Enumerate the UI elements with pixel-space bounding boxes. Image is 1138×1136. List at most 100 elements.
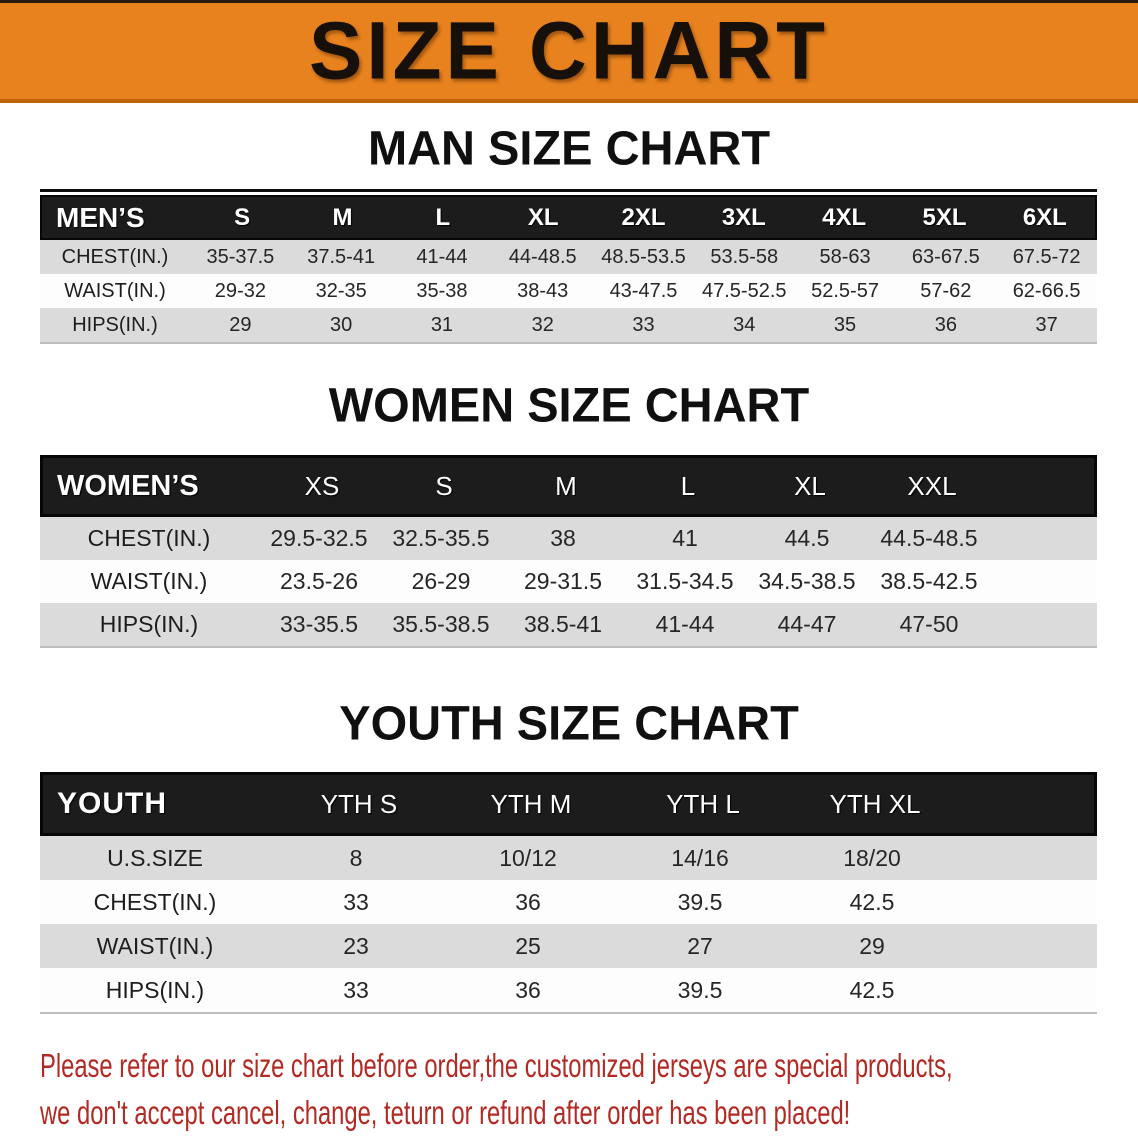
banner-title: SIZE CHART — [309, 5, 829, 96]
size-cell: 67.5-72 — [1012, 245, 1081, 268]
size-cell: 33 — [632, 313, 655, 336]
size-cell: 43-47.5 — [609, 279, 678, 302]
table-row: U.S.SIZE 8 10/12 14/16 18/20 — [40, 836, 1097, 880]
disclaimer-line-2: we don't accept cancel, change, teturn o… — [40, 1094, 851, 1131]
size-cell: 63-67.5 — [911, 245, 980, 268]
size-cell: 38.5-41 — [523, 611, 602, 637]
size-cell: 29 — [229, 313, 252, 336]
table-row: CHEST(IN.) 35-37.5 37.5-41 41-44 44-48.5 48.5… — [40, 240, 1097, 274]
men-section-heading: MAN SIZE CHART — [0, 120, 1138, 175]
size-cell: 29 — [859, 932, 885, 959]
size-cell: 35-37.5 — [206, 245, 275, 268]
size-cell: 27 — [687, 932, 713, 959]
size-cell: 53.5-58 — [710, 245, 779, 268]
size-cell: 37.5-41 — [307, 245, 376, 268]
size-cell: 33 — [343, 888, 369, 915]
top-border-strip — [0, 0, 1138, 3]
table-group-label: MEN’S — [56, 201, 145, 233]
size-cell: 10/12 — [499, 844, 557, 871]
size-cell: 23 — [343, 932, 369, 959]
section-heading-text: WOMEN SIZE CHART — [328, 377, 810, 432]
size-cell: 47-50 — [899, 611, 959, 637]
row-label: CHEST(IN.) — [87, 525, 211, 551]
size-cell: 32.5-35.5 — [392, 525, 490, 551]
row-label: CHEST(IN.) — [61, 245, 169, 268]
women-section-heading: WOMEN SIZE CHART — [0, 377, 1138, 432]
size-cell: 35 — [833, 313, 857, 336]
size-cell: 57-62 — [920, 279, 972, 302]
size-cell: 34.5-38.5 — [758, 568, 856, 594]
size-cell: 41-44 — [416, 245, 468, 268]
size-column-header: XXL — [907, 470, 957, 501]
size-column-header: 2XL — [621, 203, 666, 231]
size-cell: 44.5-48.5 — [880, 525, 978, 551]
table-row: CHEST(IN.) 33 36 39.5 42.5 — [40, 880, 1097, 924]
size-column-header: XL — [527, 203, 559, 231]
size-cell: 41-44 — [655, 611, 715, 637]
table-row: HIPS(IN.) 33-35.5 35.5-38.5 38.5-41 41-44 44-… — [40, 603, 1097, 646]
youth-section-heading: YOUTH SIZE CHART — [0, 699, 1138, 747]
table-row: CHEST(IN.) 29.5-32.5 32.5-35.5 38 41 44.5 44.5… — [40, 517, 1097, 560]
size-column-header: XL — [794, 470, 826, 501]
size-column-header: 4XL — [822, 203, 867, 231]
row-label: WAIST(IN.) — [96, 932, 214, 959]
size-column-header: M — [555, 470, 577, 501]
size-column-header: L — [680, 470, 696, 501]
women-size-table: WOMEN’S XS S M L XL XXL CHEST(IN.) 29.5-32.5 32.5… — [40, 455, 1097, 648]
section-heading-text: MAN SIZE CHART — [367, 120, 771, 175]
size-cell: 58-63 — [819, 245, 871, 268]
table-row: WAIST(IN.) 23.5-26 26-29 29-31.5 31.5-34.5 34… — [40, 560, 1097, 603]
size-cell: 38 — [550, 525, 576, 551]
size-column-header: 5XL — [922, 203, 967, 231]
size-tables-container: MAN SIZE CHART MEN’S S M L XL 2XL 3XL 4XL 5XL 6XL C… — [0, 120, 1138, 1014]
size-cell: 33 — [343, 976, 369, 1003]
size-cell: 32-35 — [315, 279, 367, 302]
size-column-header: 3XL — [721, 203, 766, 231]
size-cell: 39.5 — [677, 976, 723, 1003]
table-group-label: WOMEN’S — [57, 469, 199, 502]
size-column-header: YTH L — [666, 788, 740, 819]
size-cell: 42.5 — [849, 976, 895, 1003]
youth-size-table: YOUTH YTH S YTH M YTH L YTH XL U.S.SIZE 8 10/12… — [40, 772, 1097, 1014]
size-cell: 35.5-38.5 — [392, 611, 490, 637]
size-column-header: 6XL — [1022, 203, 1067, 231]
size-cell: 29-32 — [214, 279, 266, 302]
size-cell: 44-47 — [777, 611, 837, 637]
row-label: CHEST(IN.) — [93, 888, 217, 915]
size-column-header: YTH XL — [829, 788, 921, 819]
size-cell: 36 — [934, 313, 957, 336]
size-chart-banner: SIZE CHART — [0, 3, 1138, 103]
table-row: WAIST(IN.) 23 25 27 29 — [40, 924, 1097, 968]
size-cell: 35-38 — [416, 279, 468, 302]
size-cell: 23.5-26 — [279, 568, 358, 594]
row-label: HIPS(IN.) — [99, 611, 199, 637]
size-cell: 30 — [330, 313, 353, 336]
size-cell: 38-43 — [517, 279, 569, 302]
size-cell: 44.5 — [784, 525, 830, 551]
size-cell: 44-48.5 — [508, 245, 577, 268]
size-column-header: XS — [304, 470, 340, 501]
table-top-rule — [40, 189, 1097, 192]
size-column-header: M — [332, 203, 353, 231]
size-cell: 62-66.5 — [1012, 279, 1081, 302]
table-row: WAIST(IN.) 29-32 32-35 35-38 38-43 43-47.5 47.… — [40, 274, 1097, 308]
size-column-header: L — [435, 203, 451, 231]
size-cell: 31.5-34.5 — [636, 568, 734, 594]
row-label: HIPS(IN.) — [72, 313, 158, 336]
size-cell: 29-31.5 — [523, 568, 602, 594]
size-cell: 36 — [515, 976, 541, 1003]
men-table-header-band: MEN’S S M L XL 2XL 3XL 4XL 5XL 6XL — [40, 195, 1097, 240]
size-cell: 36 — [515, 888, 541, 915]
size-column-header: S — [234, 203, 251, 231]
row-label: WAIST(IN.) — [90, 568, 208, 594]
disclaimer-line-1: Please refer to our size chart before or… — [40, 1047, 953, 1084]
women-size-section: WOMEN SIZE CHART WOMEN’S XS S M L XL XXL CHEST(I… — [0, 377, 1138, 648]
size-cell: 25 — [515, 932, 541, 959]
size-cell: 14/16 — [671, 844, 729, 871]
size-cell: 29.5-32.5 — [270, 525, 368, 551]
size-cell: 32 — [531, 313, 554, 336]
size-cell: 39.5 — [677, 888, 723, 915]
size-cell: 8 — [349, 844, 363, 871]
row-label: U.S.SIZE — [107, 844, 203, 871]
table-row: HIPS(IN.) 29 30 31 32 33 34 35 36 37 — [40, 308, 1097, 342]
